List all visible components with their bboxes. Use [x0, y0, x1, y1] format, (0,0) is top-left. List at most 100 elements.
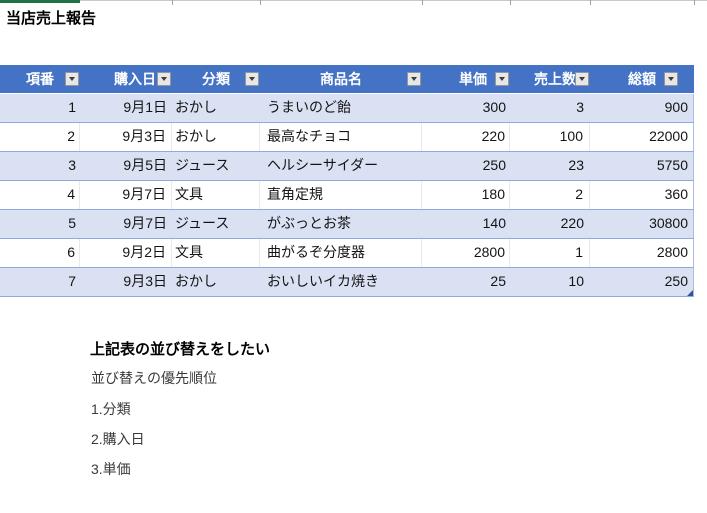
column-header-label: 売上数	[534, 71, 576, 87]
table-cell[interactable]: 250	[664, 273, 688, 289]
filter-dropdown-button-product-name[interactable]	[407, 72, 421, 86]
table-cell[interactable]: 180	[422, 181, 510, 209]
filter-dropdown-button-total[interactable]	[664, 72, 678, 86]
gridline-tick	[590, 0, 591, 5]
table-row: 1 9月1日 おかし うまいのど飴 300 3 900	[0, 94, 694, 123]
table-cell[interactable]: 9月2日	[80, 239, 172, 267]
filter-dropdown-button-purchase-date[interactable]	[157, 72, 171, 86]
table-cell[interactable]: 300	[482, 99, 506, 115]
triangle-down-icon	[411, 77, 417, 81]
table-cell[interactable]: がぶっとお茶	[267, 215, 351, 231]
table-cell[interactable]: 1	[510, 239, 590, 267]
table-cell[interactable]: 曲がるぞ分度器	[260, 239, 422, 267]
note-heading: 上記表の並び替えをしたい	[90, 341, 271, 358]
table-cell[interactable]: 7	[68, 273, 76, 289]
filter-dropdown-button-category[interactable]	[245, 72, 259, 86]
selection-top-edge	[0, 0, 80, 3]
table-cell[interactable]: 250	[482, 157, 506, 173]
table-cell[interactable]: ヘルシーサイダー	[267, 157, 379, 173]
table-row: 3 9月5日 ジュース ヘルシーサイダー 250 23 5750	[0, 152, 694, 181]
table-cell[interactable]: おかし	[175, 273, 217, 289]
note-item: 1.分類	[91, 401, 131, 417]
table-body: 1 9月1日 おかし うまいのど飴 300 3 900 2 9月3日 おかし 最高なチョコ 220 10…	[0, 94, 694, 297]
table-cell[interactable]: おいしいイカ焼き	[267, 273, 379, 289]
table-cell[interactable]: 2800	[656, 244, 688, 260]
table-row: 5 9月7日 ジュース がぶっとお茶 140 220 30800	[0, 210, 694, 239]
table-cell[interactable]: おかし	[172, 123, 260, 151]
table-cell[interactable]: 1	[68, 99, 76, 115]
column-header-product-name[interactable]: 商品名	[260, 65, 422, 93]
triangle-down-icon	[668, 77, 674, 81]
triangle-down-icon	[579, 77, 585, 81]
filter-dropdown-button-sales-count[interactable]	[575, 72, 589, 86]
column-header-label: 商品名	[320, 71, 362, 87]
column-header-category[interactable]: 分類	[172, 65, 260, 93]
table-cell[interactable]: 140	[482, 215, 506, 231]
table-cell[interactable]: 100	[510, 123, 590, 151]
table-cell[interactable]: 3	[68, 157, 76, 173]
gridline-tick	[510, 0, 511, 5]
table-cell[interactable]: 最高なチョコ	[260, 123, 422, 151]
column-header-purchase-date[interactable]: 購入日	[80, 65, 172, 93]
table-cell[interactable]: 23	[568, 157, 584, 173]
table-cell[interactable]: 900	[664, 99, 688, 115]
gridline-tick	[260, 0, 261, 5]
column-header-label: 項番	[26, 71, 54, 87]
sales-table: 項番 購入日 分類 商品名 単価 売上数 総額 1 9月1日 おかし うまいのど飴 30…	[0, 65, 694, 297]
table-cell[interactable]: 25	[490, 273, 506, 289]
table-row: 4 9月7日 文具 直角定規 180 2 360	[0, 181, 694, 210]
table-row: 2 9月3日 おかし 最高なチョコ 220 100 22000	[0, 123, 694, 152]
gridline-tick	[422, 0, 423, 5]
column-header-item-number[interactable]: 項番	[0, 65, 80, 93]
table-resize-handle[interactable]	[687, 290, 693, 296]
table-cell[interactable]: 9月7日	[123, 215, 167, 231]
triangle-down-icon	[69, 77, 75, 81]
column-header-label: 総額	[628, 71, 656, 87]
table-cell[interactable]: おかし	[175, 99, 217, 115]
filter-dropdown-button-item-number[interactable]	[65, 72, 79, 86]
table-cell[interactable]: ジュース	[175, 157, 230, 173]
table-cell[interactable]: 4	[0, 181, 80, 209]
table-cell[interactable]: 220	[422, 123, 510, 151]
column-header-unit-price[interactable]: 単価	[422, 65, 510, 93]
table-cell[interactable]: 5750	[656, 157, 688, 173]
column-header-label: 分類	[202, 71, 230, 87]
table-cell[interactable]: 220	[560, 215, 584, 231]
table-cell[interactable]: 2	[510, 181, 590, 209]
table-cell[interactable]: 5	[68, 215, 76, 231]
table-header-row: 項番 購入日 分類 商品名 単価 売上数 総額	[0, 65, 694, 94]
table-cell[interactable]: 9月1日	[123, 99, 167, 115]
table-cell[interactable]: 文具	[172, 239, 260, 267]
note-subheading: 並び替えの優先順位	[91, 370, 217, 386]
triangle-down-icon	[161, 77, 167, 81]
page-title: 当店売上報告	[6, 10, 97, 27]
table-cell[interactable]: 6	[0, 239, 80, 267]
triangle-down-icon	[499, 77, 505, 81]
table-cell[interactable]: 22000	[649, 128, 688, 144]
table-cell[interactable]: 9月7日	[80, 181, 172, 209]
column-header-label: 単価	[459, 71, 487, 87]
table-cell[interactable]: 2	[0, 123, 80, 151]
table-cell[interactable]: 9月3日	[80, 123, 172, 151]
table-cell[interactable]: 30800	[649, 215, 688, 231]
table-cell[interactable]: 360	[664, 186, 688, 202]
table-cell[interactable]: 9月5日	[123, 157, 167, 173]
table-cell[interactable]: 文具	[172, 181, 260, 209]
table-cell[interactable]: ジュース	[175, 215, 230, 231]
table-cell[interactable]: 2800	[422, 239, 510, 267]
table-cell[interactable]: うまいのど飴	[267, 99, 351, 115]
table-row: 7 9月3日 おかし おいしいイカ焼き 25 10 250	[0, 268, 694, 297]
table-cell[interactable]: 9月3日	[123, 273, 167, 289]
table-row: 6 9月2日 文具 曲がるぞ分度器 2800 1 2800	[0, 239, 694, 268]
column-header-total[interactable]: 総額	[590, 65, 694, 93]
table-cell[interactable]: 10	[568, 273, 584, 289]
filter-dropdown-button-unit-price[interactable]	[495, 72, 509, 86]
table-cell[interactable]: 3	[576, 99, 584, 115]
table-cell[interactable]: 直角定規	[260, 181, 422, 209]
gridline-tick	[172, 0, 173, 5]
column-header-sales-count[interactable]: 売上数	[510, 65, 590, 93]
note-item: 3.単価	[91, 461, 131, 477]
triangle-down-icon	[249, 77, 255, 81]
note-item: 2.購入日	[91, 431, 145, 447]
